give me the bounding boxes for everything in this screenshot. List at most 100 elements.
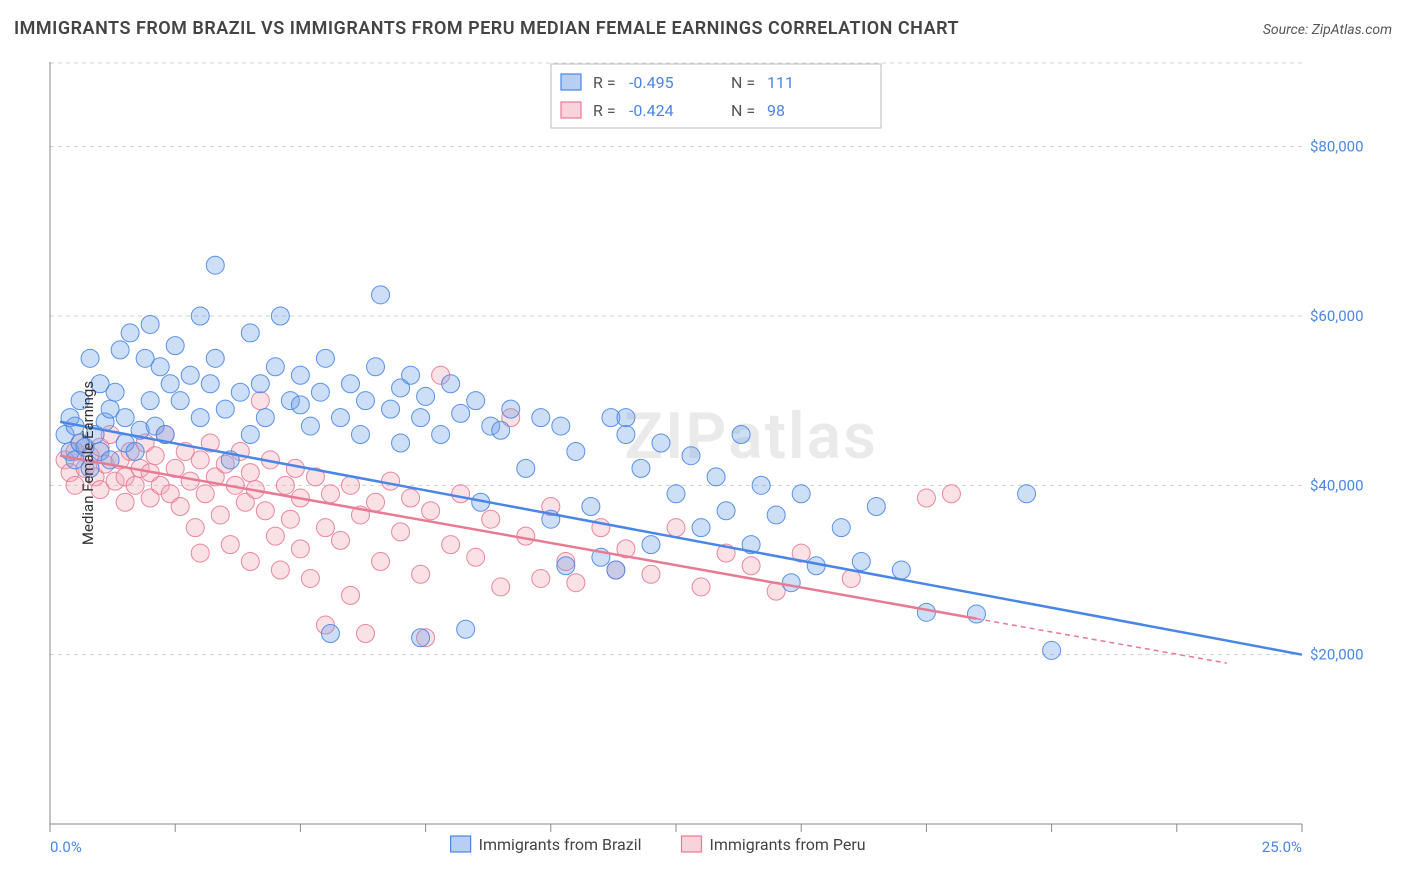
stats-n-value: 111 — [767, 73, 794, 92]
legend-label: Immigrants from Brazil — [479, 835, 642, 854]
data-point — [642, 536, 660, 554]
data-point — [161, 375, 179, 393]
data-point — [492, 421, 510, 439]
data-point — [191, 307, 209, 325]
data-point — [201, 375, 219, 393]
data-point — [582, 498, 600, 516]
data-point — [357, 625, 375, 643]
data-point — [211, 506, 229, 524]
stats-n-label: N = — [731, 73, 755, 92]
data-point — [617, 426, 635, 444]
data-point — [241, 553, 259, 571]
data-point — [316, 349, 334, 367]
data-point — [442, 536, 460, 554]
data-point — [382, 472, 400, 490]
data-point — [301, 569, 319, 587]
data-point — [482, 510, 500, 528]
data-point — [206, 256, 224, 274]
data-point — [412, 629, 430, 647]
data-point — [607, 561, 625, 579]
data-point — [567, 442, 585, 460]
data-point — [652, 434, 670, 452]
data-point — [271, 307, 289, 325]
data-point — [892, 561, 910, 579]
data-point — [667, 519, 685, 537]
data-point — [417, 387, 435, 405]
data-point — [291, 366, 309, 384]
legend-label: Immigrants from Peru — [709, 835, 865, 854]
data-point — [692, 578, 710, 596]
data-point — [402, 489, 420, 507]
data-point — [532, 569, 550, 587]
data-point — [191, 409, 209, 427]
data-point — [917, 489, 935, 507]
data-point — [412, 409, 430, 427]
x-end-label: 25.0% — [1262, 838, 1302, 856]
data-point — [276, 476, 294, 494]
data-point — [532, 409, 550, 427]
data-point — [166, 337, 184, 355]
data-point — [752, 476, 770, 494]
data-point — [392, 434, 410, 452]
data-point — [442, 375, 460, 393]
data-point — [412, 565, 430, 583]
data-point — [141, 392, 159, 410]
data-point — [372, 286, 390, 304]
data-point — [692, 519, 710, 537]
data-point — [191, 451, 209, 469]
data-point — [301, 417, 319, 435]
data-point — [517, 459, 535, 477]
data-point — [121, 324, 139, 342]
chart-container: Median Female Earnings $20,000$40,000$60… — [14, 48, 1392, 878]
data-point — [321, 485, 339, 503]
data-point — [271, 561, 289, 579]
data-point — [732, 426, 750, 444]
data-point — [452, 485, 470, 503]
data-point — [231, 383, 249, 401]
y-tick-label: $40,000 — [1310, 476, 1364, 494]
data-point — [116, 409, 134, 427]
data-point — [106, 383, 124, 401]
x-start-label: 0.0% — [50, 838, 82, 856]
data-point — [251, 392, 269, 410]
data-point — [291, 396, 309, 414]
data-point — [241, 324, 259, 342]
data-point — [341, 476, 359, 494]
data-point — [402, 366, 420, 384]
data-point — [492, 578, 510, 596]
data-point — [221, 536, 239, 554]
data-point — [792, 485, 810, 503]
data-point — [116, 493, 134, 511]
legend-swatch — [681, 836, 701, 852]
data-point — [382, 400, 400, 418]
data-point — [266, 358, 284, 376]
data-point — [111, 341, 129, 359]
data-point — [171, 498, 189, 516]
stats-r-value: -0.424 — [629, 101, 674, 120]
data-point — [331, 531, 349, 549]
data-point — [552, 417, 570, 435]
data-point — [321, 625, 339, 643]
data-point — [782, 574, 800, 592]
data-point — [241, 426, 259, 444]
data-point — [567, 574, 585, 592]
data-point — [452, 404, 470, 422]
data-point — [281, 510, 299, 528]
data-point — [341, 586, 359, 604]
data-point — [191, 544, 209, 562]
data-point — [1043, 641, 1061, 659]
data-point — [141, 315, 159, 333]
stats-n-value: 98 — [767, 101, 785, 120]
data-point — [942, 485, 960, 503]
data-point — [331, 409, 349, 427]
trend-line — [60, 456, 976, 619]
legend-swatch — [451, 836, 471, 852]
data-point — [557, 557, 575, 575]
data-point — [251, 375, 269, 393]
data-point — [832, 519, 850, 537]
data-point — [81, 349, 99, 367]
data-point — [206, 349, 224, 367]
data-point — [917, 603, 935, 621]
data-point — [967, 605, 985, 623]
data-point — [422, 502, 440, 520]
